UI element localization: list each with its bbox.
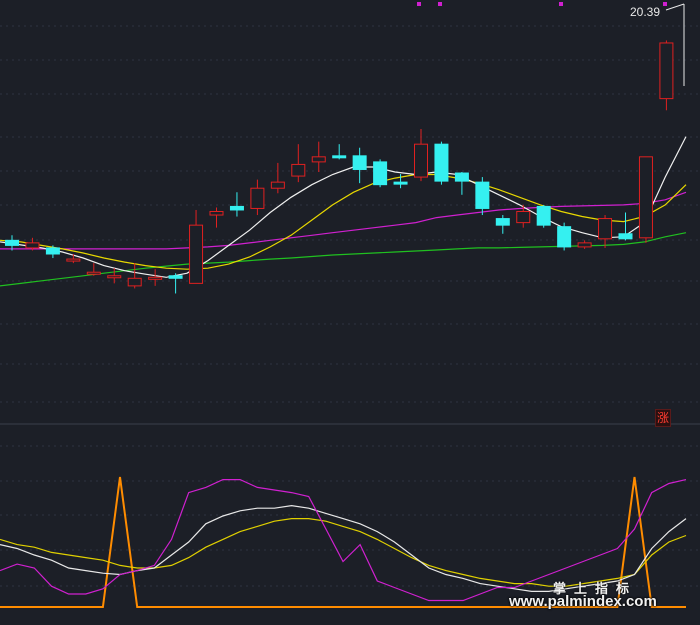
- candle-body: [127, 277, 142, 287]
- candle-body: [209, 210, 224, 216]
- series_orange-line: [0, 476, 686, 608]
- event-marker: [663, 2, 667, 6]
- candle-body: [638, 156, 653, 239]
- candle-body: [168, 275, 183, 279]
- candle-body: [332, 155, 347, 159]
- candle: [270, 162, 285, 194]
- candle-body: [189, 224, 204, 284]
- candle: [168, 273, 183, 294]
- candle-body: [414, 143, 428, 178]
- candle-body: [475, 181, 490, 209]
- series_yellow-line: [0, 517, 687, 587]
- candle-body: [516, 210, 531, 224]
- series_white-line: [0, 504, 687, 593]
- candle: [577, 240, 592, 249]
- candle-body: [25, 242, 40, 249]
- candle: [598, 215, 613, 248]
- candle-body: [148, 276, 163, 280]
- candle-body: [66, 258, 81, 262]
- candle: [332, 144, 347, 160]
- candle-body: [311, 156, 326, 163]
- candle-body: [270, 181, 285, 189]
- candle-body: [536, 205, 551, 226]
- candle: [557, 222, 572, 251]
- candle: [25, 237, 40, 251]
- candle-body: [107, 275, 122, 279]
- ma_white-line: [0, 136, 687, 278]
- candle: [659, 40, 674, 111]
- candle-body: [577, 242, 592, 248]
- candle: [638, 156, 653, 243]
- candle: [127, 263, 142, 289]
- event-marker: [417, 2, 421, 6]
- candle-body: [86, 271, 101, 275]
- candle-body: [495, 218, 510, 226]
- moving-average-lines: [0, 136, 687, 287]
- candle-body: [598, 218, 613, 240]
- candle: [66, 254, 81, 264]
- ma_magenta-line: [0, 191, 687, 250]
- candle-body: [352, 155, 367, 170]
- ma_yellow-line: [0, 173, 687, 270]
- candle-body: [659, 42, 674, 100]
- candle: [209, 207, 224, 228]
- watermark-cn: 掌上指标: [553, 581, 638, 596]
- candle: [414, 128, 428, 182]
- candle-body: [454, 172, 469, 182]
- candle-body: [291, 163, 306, 177]
- candle: [189, 209, 204, 284]
- candle-body: [393, 181, 408, 185]
- candle-body: [45, 247, 60, 255]
- candle-body: [557, 226, 572, 248]
- candle: [5, 235, 19, 251]
- candle: [291, 144, 306, 183]
- event-marker: [559, 2, 563, 6]
- ma_green-line: [0, 232, 687, 287]
- oscillator-panel: [0, 476, 687, 608]
- candle: [229, 192, 244, 217]
- watermark-url: www.palmindex.com: [509, 593, 657, 610]
- candle: [454, 172, 469, 195]
- candle: [352, 147, 367, 184]
- candle-body: [229, 205, 244, 211]
- candle: [250, 179, 265, 216]
- candle-body: [434, 143, 449, 182]
- candle-body: [250, 187, 265, 209]
- candle: [434, 141, 449, 185]
- candle-body: [618, 233, 633, 240]
- candle: [311, 141, 326, 173]
- candle: [107, 268, 122, 284]
- candle: [475, 177, 490, 216]
- candle: [536, 204, 551, 228]
- candle: [45, 245, 60, 259]
- candle: [86, 263, 101, 276]
- series_magenta-line: [0, 479, 687, 602]
- candle-body: [5, 239, 19, 246]
- grid-lines: [0, 25, 700, 587]
- candle: [148, 269, 163, 286]
- rise-badge[interactable]: 涨: [655, 409, 671, 427]
- candle-body: [373, 161, 388, 186]
- high-price-pointer: [665, 3, 685, 11]
- candlesticks: [5, 40, 674, 294]
- candle: [373, 159, 388, 188]
- max-price-label: 20.39: [630, 5, 661, 19]
- candle: [516, 204, 531, 228]
- candle: [618, 212, 633, 241]
- event-marker: [438, 2, 442, 6]
- candle: [495, 215, 510, 234]
- candle: [393, 174, 408, 189]
